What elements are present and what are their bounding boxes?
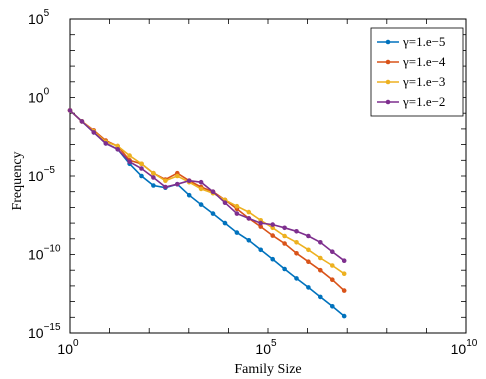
data-point bbox=[198, 179, 204, 185]
data-point bbox=[270, 256, 276, 262]
data-point bbox=[198, 186, 204, 192]
data-point bbox=[186, 192, 192, 198]
data-point bbox=[151, 170, 156, 176]
data-point bbox=[341, 271, 347, 277]
series-1 bbox=[67, 108, 347, 319]
legend-item: γ=1.e−3 bbox=[377, 74, 445, 89]
data-point bbox=[139, 166, 144, 171]
data-point bbox=[282, 266, 287, 272]
data-point bbox=[270, 233, 276, 238]
y-axis-title: Frequency bbox=[10, 151, 25, 210]
data-point bbox=[246, 209, 252, 215]
data-point bbox=[67, 108, 73, 113]
data-point bbox=[318, 294, 323, 300]
data-point bbox=[330, 304, 335, 309]
legend-marker bbox=[385, 39, 391, 45]
data-point bbox=[270, 225, 276, 231]
data-point bbox=[198, 202, 204, 207]
data-point bbox=[163, 184, 168, 190]
data-point bbox=[294, 240, 299, 245]
data-point bbox=[91, 130, 97, 135]
data-point bbox=[186, 178, 192, 183]
legend: γ=1.e−5 γ=1.e−4 γ=1.e−3 γ=1.e−2 bbox=[370, 27, 464, 117]
series-line bbox=[69, 109, 345, 292]
data-point bbox=[234, 203, 240, 209]
legend-label: γ=1.e−5 bbox=[402, 34, 445, 49]
data-point bbox=[151, 183, 156, 188]
data-point bbox=[294, 276, 299, 281]
data-point bbox=[330, 249, 335, 254]
legend-item: γ=1.e−5 bbox=[377, 34, 445, 49]
data-point bbox=[210, 211, 216, 216]
legend-item: γ=1.e−4 bbox=[377, 54, 446, 69]
y-tick-label: 10−5 bbox=[28, 165, 55, 184]
x-tick-label: 100 bbox=[57, 338, 79, 357]
y-tick-label: 105 bbox=[28, 8, 50, 27]
legend-marker bbox=[385, 99, 391, 105]
series-line bbox=[69, 109, 345, 262]
data-point bbox=[103, 141, 109, 146]
series-line bbox=[69, 109, 345, 317]
data-point bbox=[258, 247, 264, 253]
data-point bbox=[318, 267, 323, 273]
x-tick-label: 1010 bbox=[451, 338, 478, 357]
data-point bbox=[163, 178, 168, 183]
data-point bbox=[341, 313, 347, 319]
data-point bbox=[258, 224, 264, 229]
legend-item: γ=1.e−2 bbox=[377, 94, 445, 109]
data-point bbox=[115, 147, 120, 152]
axis-ticks: 100 105 1010 105 100 10−5 10−10 10−15 bbox=[28, 8, 478, 357]
data-point bbox=[330, 263, 335, 268]
data-point bbox=[175, 173, 180, 179]
legend-marker bbox=[385, 59, 391, 65]
series-2 bbox=[67, 108, 347, 293]
data-point bbox=[210, 189, 216, 194]
data-point bbox=[282, 233, 287, 239]
data-point bbox=[234, 230, 240, 235]
data-point bbox=[139, 173, 144, 179]
legend-label: γ=1.e−4 bbox=[402, 54, 446, 69]
series-line bbox=[69, 109, 345, 275]
series-3 bbox=[67, 108, 347, 277]
y-tick-label: 100 bbox=[28, 87, 50, 106]
legend-marker bbox=[385, 79, 391, 85]
x-axis-title: Family Size bbox=[234, 362, 301, 377]
data-point bbox=[306, 247, 311, 253]
data-point bbox=[306, 285, 311, 290]
data-point bbox=[175, 181, 180, 187]
data-point bbox=[222, 220, 228, 226]
data-point bbox=[258, 220, 264, 226]
series-layer bbox=[67, 108, 347, 319]
data-point bbox=[115, 143, 120, 149]
data-point bbox=[294, 229, 299, 234]
x-tick-label: 105 bbox=[255, 338, 277, 357]
data-point bbox=[270, 222, 276, 227]
data-point bbox=[306, 259, 311, 265]
data-point bbox=[282, 241, 287, 246]
data-point bbox=[127, 153, 132, 158]
data-point bbox=[318, 240, 323, 245]
data-point bbox=[246, 216, 252, 221]
data-point bbox=[341, 258, 347, 264]
legend-label: γ=1.e−2 bbox=[402, 94, 445, 109]
data-point bbox=[139, 161, 144, 167]
data-point bbox=[234, 211, 240, 216]
data-point bbox=[79, 119, 85, 124]
data-point bbox=[222, 200, 228, 205]
legend-label: γ=1.e−3 bbox=[402, 74, 445, 89]
data-point bbox=[282, 225, 287, 231]
data-point bbox=[318, 255, 323, 261]
series-4 bbox=[67, 108, 347, 264]
y-tick-label: 10−10 bbox=[28, 244, 61, 263]
data-point bbox=[330, 277, 335, 283]
y-tick-label: 10−15 bbox=[28, 322, 61, 341]
data-point bbox=[246, 238, 252, 243]
data-point bbox=[127, 159, 132, 165]
data-point bbox=[306, 233, 311, 239]
data-point bbox=[341, 288, 347, 293]
data-point bbox=[294, 251, 299, 256]
data-point bbox=[151, 175, 156, 180]
